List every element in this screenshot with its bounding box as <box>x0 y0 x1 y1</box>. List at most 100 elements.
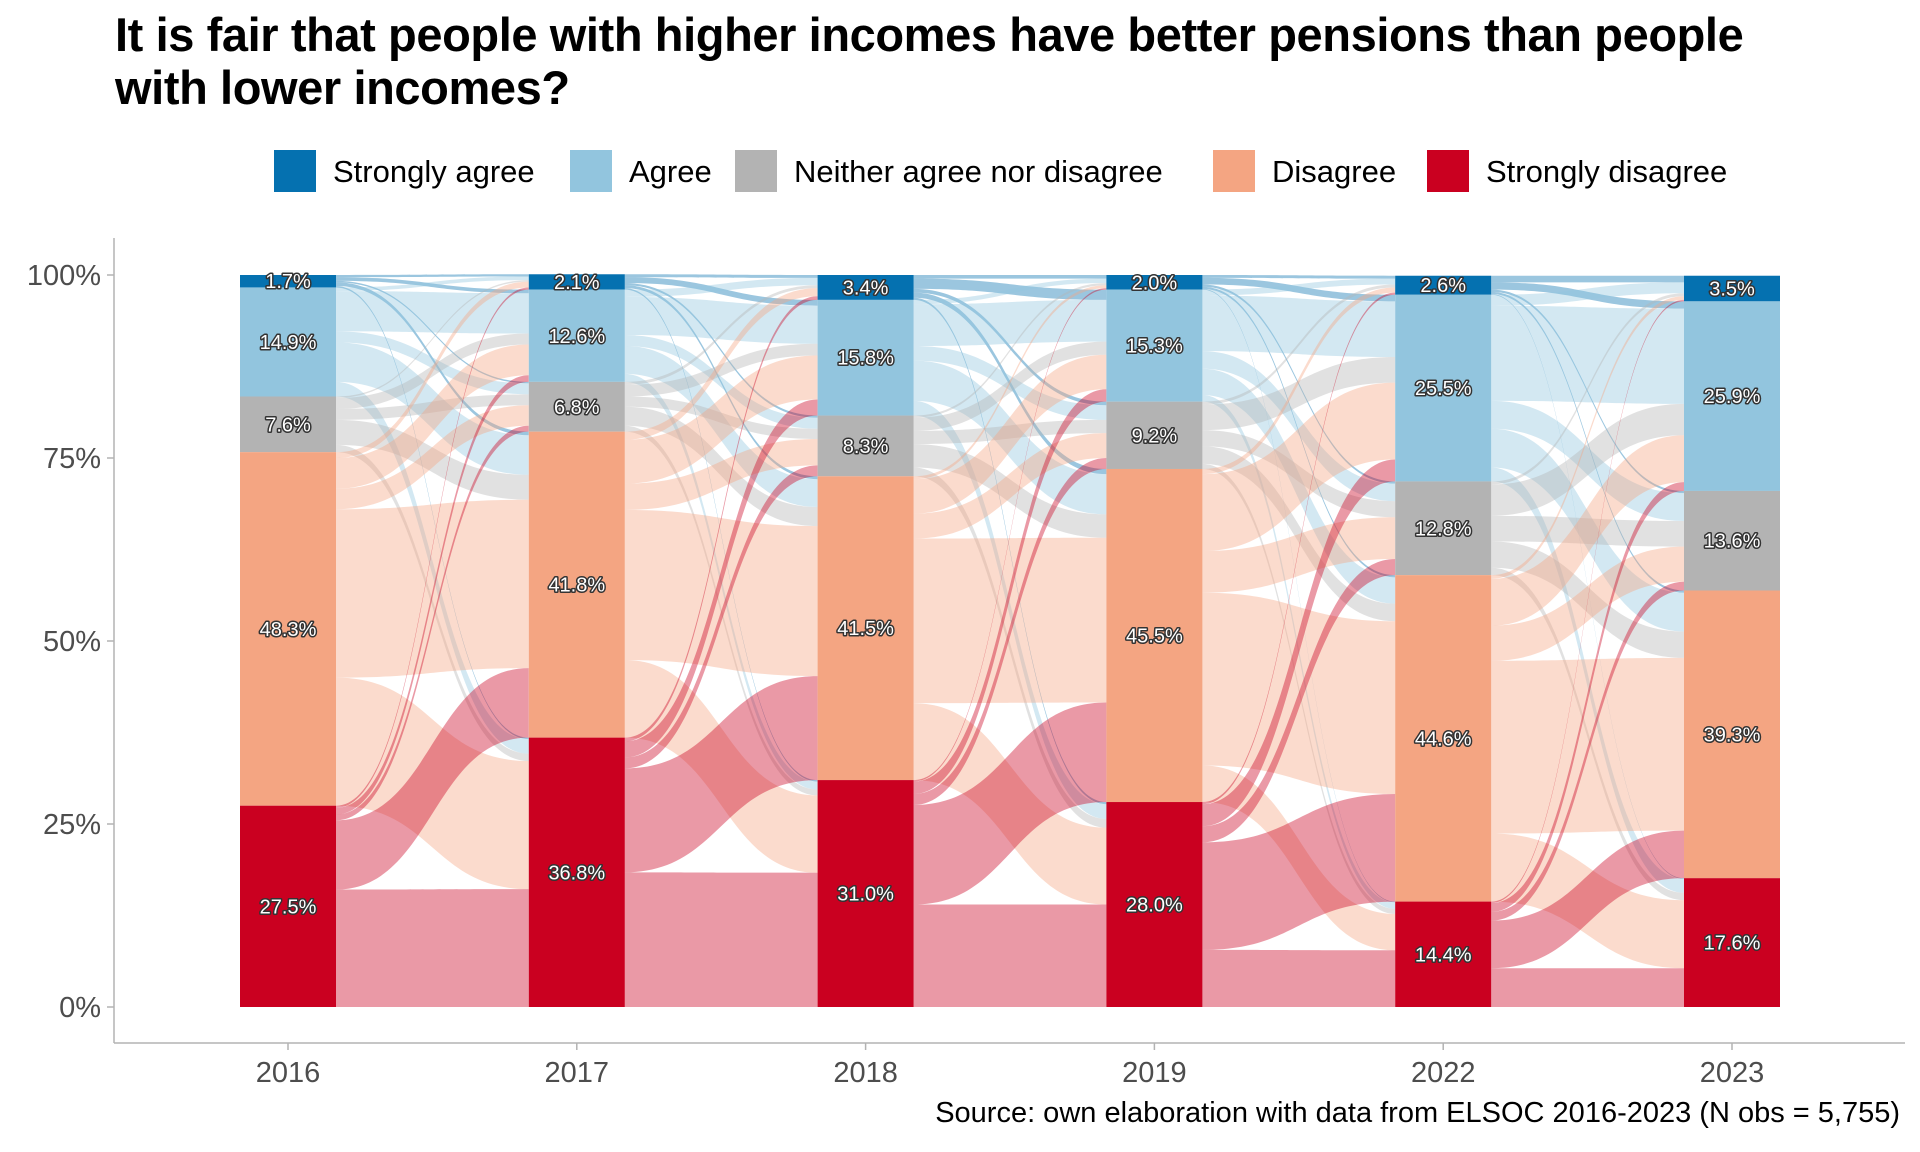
flow-2016-agree-to-2017-neither-agree-nor-disagree <box>336 331 529 395</box>
flow-2019-neither-agree-nor-disagree-to-2022-agree <box>1202 356 1396 431</box>
flow-2019-disagree-to-2022-disagree <box>1202 592 1396 794</box>
bar-2017-strongly-agree <box>528 274 625 290</box>
y-tick-label-75: 75% <box>43 443 101 475</box>
flow-2017-disagree-to-2018-disagree <box>624 509 818 677</box>
flow-2016-neither-agree-nor-disagree-to-2017-strongly-disagree <box>336 444 529 762</box>
bar-2023-disagree <box>1684 590 1780 879</box>
flow-2019-agree-to-2022-agree <box>1202 295 1396 357</box>
bar-2016-disagree <box>240 452 336 806</box>
y-tick-label-0: 0% <box>59 992 101 1024</box>
flow-2022-disagree-to-2023-disagree <box>1491 657 1684 834</box>
chart-title-line-2: with lower incomes? <box>115 61 570 114</box>
flow-2016-neither-agree-nor-disagree-to-2017-neither-agree-nor-disagree <box>336 394 529 420</box>
bar-2022-strongly-disagree <box>1395 901 1492 1007</box>
flow-2017-strongly-agree-to-2018-agree <box>624 277 818 306</box>
bar-2023-strongly-agree <box>1684 275 1780 302</box>
flow-2022-neither-agree-nor-disagree-to-2023-agree <box>1491 403 1684 516</box>
flow-2019-strongly-disagree-to-2022-agree <box>1202 459 1396 827</box>
bar-labels-layer: 1.7% 14.9% 7.6% 48.3% 27.5% 2.1% 12.6% 6.8% 41.8… <box>258 270 1762 968</box>
flow-2022-agree-to-2023-strongly-disagree <box>1491 467 1684 893</box>
flow-2017-disagree-to-2018-neither-agree-nor-disagree <box>624 438 818 510</box>
flow-2017-strongly-disagree-to-2018-neither-agree-nor-disagree <box>624 465 818 769</box>
flow-2017-strongly-disagree-to-2018-disagree <box>624 676 818 873</box>
bar-2017-disagree <box>528 431 625 738</box>
flow-2022-agree-to-2023-neither-agree-nor-disagree <box>1491 400 1684 521</box>
bar-label-2018-disagree: 41.5% <box>837 618 894 640</box>
flow-2017-strongly-agree-to-2018-strongly-agree <box>624 274 818 278</box>
bar-2022-strongly-agree <box>1395 275 1492 295</box>
bar-label-2019-agree: 15.3% <box>1126 336 1183 358</box>
bar-2019-strongly-disagree <box>1106 802 1203 1007</box>
flow-2019-strongly-disagree-to-2022-disagree <box>1202 793 1396 950</box>
flow-2018-neither-agree-nor-disagree-to-2019-strongly-agree <box>913 283 1107 418</box>
flow-2018-disagree-to-2019-agree <box>913 354 1107 514</box>
flow-2022-neither-agree-nor-disagree-to-2023-neither-agree-nor-disagree <box>1491 515 1684 547</box>
bar-label-2016-agree: 14.9% <box>260 332 317 354</box>
bar-2017-strongly-disagree <box>528 737 625 1007</box>
flow-2019-agree-to-2022-disagree <box>1202 368 1396 604</box>
flow-2017-strongly-agree-to-2018-disagree <box>624 285 818 480</box>
bar-2017-neither-agree-nor-disagree <box>528 381 625 432</box>
flow-2019-neither-agree-nor-disagree-to-2022-neither-agree-nor-disagree <box>1202 430 1396 518</box>
x-tick-label-2019: 2019 <box>1122 1057 1187 1089</box>
flow-2016-strongly-agree-to-2017-strongly-agree <box>336 274 529 278</box>
bar-2022-agree <box>1395 294 1492 482</box>
legend-key-agree <box>570 150 612 192</box>
flow-2016-strongly-disagree-to-2017-disagree <box>336 668 529 890</box>
flow-2016-strongly-agree-to-2017-strongly-disagree <box>336 285 529 740</box>
flow-2022-strongly-agree-to-2023-strongly-agree <box>1491 275 1684 283</box>
flow-2018-strongly-agree-to-2019-agree <box>913 278 1107 300</box>
flow-2018-strongly-disagree-to-2019-strongly-disagree <box>913 904 1107 1007</box>
bar-2017-agree <box>528 289 625 382</box>
flow-2017-agree-to-2018-agree <box>624 296 818 344</box>
flow-2016-strongly-agree-to-2017-disagree <box>336 282 529 436</box>
flow-2016-neither-agree-nor-disagree-to-2017-agree <box>336 333 529 409</box>
flow-2022-agree-to-2023-strongly-agree <box>1491 282 1684 306</box>
flow-2018-disagree-to-2019-neither-agree-nor-disagree <box>913 433 1107 539</box>
flow-2016-strongly-agree-to-2017-neither-agree-nor-disagree <box>336 280 529 384</box>
flow-2018-disagree-to-2019-strongly-agree <box>913 285 1107 480</box>
x-axis-ticks: 2016 2017 2018 2019 2022 2023 <box>256 1043 1764 1089</box>
bar-label-2017-agree: 12.6% <box>548 326 605 348</box>
flow-2018-agree-to-2019-strongly-agree <box>913 278 1107 305</box>
bar-label-2016-strongly-disagree: 27.5% <box>260 896 317 918</box>
flow-2016-neither-agree-nor-disagree-to-2017-disagree <box>336 419 529 500</box>
flow-2016-strongly-disagree-to-2017-strongly-disagree <box>336 889 529 1007</box>
bar-2016-strongly-disagree <box>240 805 336 1007</box>
flow-2018-agree-to-2019-neither-agree-nor-disagree <box>913 346 1107 420</box>
flow-2018-disagree-to-2019-strongly-disagree <box>913 703 1107 905</box>
flow-2017-neither-agree-nor-disagree-to-2018-neither-agree-nor-disagree <box>624 396 818 439</box>
flow-2019-agree-to-2022-strongly-agree <box>1202 278 1396 296</box>
flow-2019-disagree-to-2022-agree <box>1202 382 1396 551</box>
flow-2017-agree-to-2018-strongly-disagree <box>624 373 818 790</box>
flow-2022-disagree-to-2023-strongly-agree <box>1491 296 1684 579</box>
flow-2016-strongly-disagree-to-2017-strongly-agree <box>336 287 529 808</box>
bar-2016-neither-agree-nor-disagree <box>240 396 336 453</box>
flow-2018-strongly-agree-to-2019-strongly-agree <box>913 275 1107 279</box>
flow-2016-disagree-to-2017-disagree <box>336 499 529 678</box>
flow-2022-strongly-disagree-to-2023-agree <box>1491 482 1684 912</box>
bar-label-2019-disagree: 45.5% <box>1126 626 1183 648</box>
flow-2019-disagree-to-2022-neither-agree-nor-disagree <box>1202 517 1396 593</box>
flow-2022-strongly-agree-to-2023-neither-agree-nor-disagree <box>1491 289 1684 494</box>
bar-label-2016-strongly-agree: 1.7% <box>265 271 311 293</box>
bar-2023-neither-agree-nor-disagree <box>1684 490 1780 591</box>
flow-2019-strongly-agree-to-2022-strongly-agree <box>1202 275 1396 279</box>
bar-label-2022-agree: 25.5% <box>1415 378 1472 400</box>
flow-2022-neither-agree-nor-disagree-to-2023-strongly-agree <box>1491 293 1684 485</box>
flow-2019-neither-agree-nor-disagree-to-2022-strongly-agree <box>1202 284 1396 405</box>
bar-label-2023-strongly-disagree: 17.6% <box>1704 933 1761 955</box>
flow-2017-strongly-disagree-to-2018-strongly-disagree <box>624 872 818 1007</box>
flow-2019-disagree-to-2022-strongly-agree <box>1202 287 1396 475</box>
bar-label-2016-neither-agree-nor-disagree: 7.6% <box>265 414 311 436</box>
flow-2016-disagree-to-2017-strongly-disagree <box>336 677 529 890</box>
bar-2022-disagree <box>1395 575 1492 902</box>
bar-2019-agree <box>1106 289 1203 402</box>
flow-2019-strongly-disagree-to-2022-strongly-agree <box>1202 292 1396 805</box>
bar-label-2017-strongly-agree: 2.1% <box>554 272 600 294</box>
bar-label-2023-neither-agree-nor-disagree: 13.6% <box>1704 531 1761 553</box>
flow-2018-neither-agree-nor-disagree-to-2019-neither-agree-nor-disagree <box>913 419 1107 445</box>
flow-2022-neither-agree-nor-disagree-to-2023-disagree <box>1491 541 1684 658</box>
flow-2022-agree-to-2023-disagree <box>1491 428 1684 632</box>
x-tick-label-2017: 2017 <box>545 1057 610 1089</box>
